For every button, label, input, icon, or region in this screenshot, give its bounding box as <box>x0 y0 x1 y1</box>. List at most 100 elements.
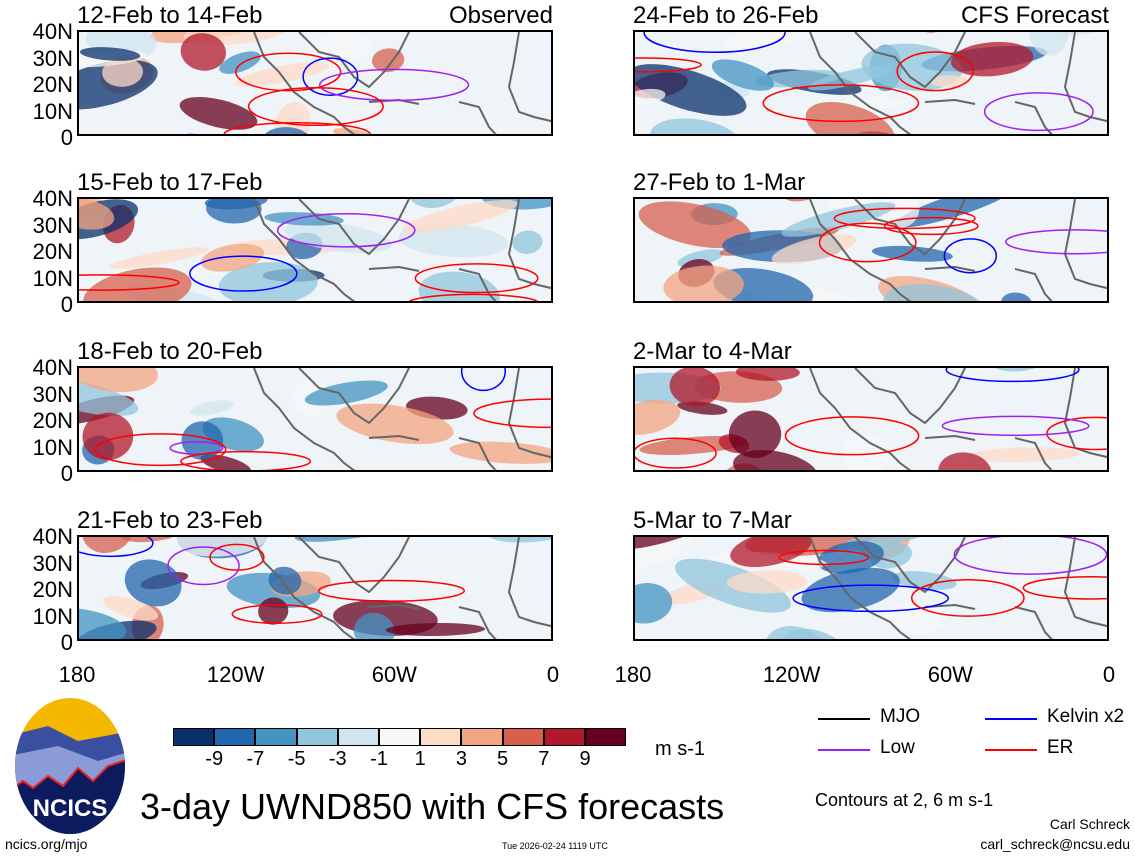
anomaly-shade <box>805 101 896 134</box>
colorbar-swatch <box>585 728 627 746</box>
contour-line <box>318 68 470 102</box>
anomaly-shade <box>103 595 159 621</box>
anomaly-shade <box>730 537 812 567</box>
y-tick-label: 30N <box>32 381 73 407</box>
contour-line <box>883 216 979 236</box>
contour-line <box>317 579 466 602</box>
panel-title: 5-Mar to 7-Mar <box>633 507 792 534</box>
anomaly-shade <box>871 245 953 262</box>
contour-line <box>792 584 950 613</box>
anomaly-shade <box>318 32 374 60</box>
anomaly-shade <box>635 88 666 105</box>
anomaly-shade <box>938 452 992 470</box>
contour-line <box>941 415 1090 437</box>
anomaly-shade <box>219 51 261 74</box>
panel-title: 18-Feb to 20-Feb <box>77 338 263 365</box>
colorbar-label: -5 <box>287 748 306 770</box>
anomaly-shade <box>240 639 369 641</box>
anomaly-shade <box>512 230 543 254</box>
email[interactable]: carl_schreck@ncsu.edu <box>980 836 1130 852</box>
legend-label: MJO <box>880 706 921 727</box>
contour-line <box>910 579 1025 617</box>
x-tick-label: 180 <box>58 662 96 687</box>
legend-line <box>985 749 1037 751</box>
anomaly-shade <box>79 47 141 61</box>
y-tick-label: 20N <box>32 577 73 602</box>
site-link[interactable]: ncics.org/mjo <box>5 836 88 852</box>
anomaly-shade <box>894 199 1017 228</box>
colorbar-label: -7 <box>246 748 265 770</box>
panel-title: 27-Feb to 1-Mar <box>633 169 806 196</box>
x-tick-label: 180 <box>614 662 652 687</box>
anomaly-shade <box>1001 292 1032 301</box>
contour-line <box>762 84 920 123</box>
colorbar-swatch <box>173 728 215 746</box>
contour-line <box>189 255 298 292</box>
anomaly-shade <box>264 212 344 226</box>
anomaly-shade <box>635 537 715 550</box>
ncics-logo: NCICS <box>15 698 125 834</box>
x-tick-label: 120W <box>206 662 265 687</box>
contours-note: Contours at 2, 6 m s-1 <box>815 790 994 810</box>
contour-line <box>276 213 416 248</box>
anomaly-shade <box>764 626 827 639</box>
anomaly-shade <box>638 201 751 249</box>
panel-title: 21-Feb to 23-Feb <box>77 507 263 534</box>
colorbar-label: 7 <box>538 748 550 770</box>
y-tick-label: 10N <box>32 265 73 291</box>
anomaly-shade <box>1029 32 1069 56</box>
contour-line <box>1005 229 1107 255</box>
coastline <box>253 537 551 639</box>
y-tick-label: 40N <box>32 19 73 44</box>
x-tick-label: 60W <box>371 662 417 687</box>
contour-line <box>1022 576 1107 600</box>
contour-line <box>167 546 240 586</box>
y-tick-label: 20N <box>32 72 73 97</box>
wind-map-panel <box>633 366 1109 472</box>
wind-map-panel <box>77 535 553 641</box>
contour-line <box>833 207 976 230</box>
anomaly-shade <box>663 265 744 301</box>
panel-title: 24-Feb to 26-Feb <box>633 2 819 29</box>
anomaly-shade <box>109 247 209 269</box>
anomaly-shade <box>728 410 782 458</box>
coastline <box>809 199 1107 301</box>
legend-line <box>818 749 870 751</box>
anomaly-shade <box>635 583 673 624</box>
anomaly-shade <box>635 399 681 435</box>
contour-line <box>209 543 265 571</box>
contour-line <box>414 263 539 294</box>
colorbar-swatch <box>543 728 585 746</box>
contour-line <box>94 433 227 467</box>
contour-line <box>945 368 1080 383</box>
contour-line <box>643 32 786 53</box>
colorbar-label: -3 <box>328 748 347 770</box>
colorbar-label: -1 <box>370 748 388 770</box>
y-tick-label: 40N <box>32 355 73 380</box>
anomaly-shade <box>79 377 139 416</box>
legend-label: Low <box>880 737 915 758</box>
anomaly-shade <box>179 96 258 130</box>
contour-line <box>818 222 917 263</box>
anomaly-shade <box>726 570 808 594</box>
anomaly-shade <box>385 623 486 637</box>
anomaly-shade <box>336 403 454 445</box>
colorbar-swatch <box>296 728 338 746</box>
anomaly-shade <box>801 567 900 613</box>
x-tick-label: 120W <box>762 662 821 687</box>
contour-line <box>784 416 920 456</box>
author: Carl Schreck <box>1049 816 1130 832</box>
contour-line <box>223 121 372 134</box>
y-tick-label: 0 <box>60 461 73 486</box>
anomaly-shade <box>333 128 397 134</box>
y-tick-label: 30N <box>32 212 73 238</box>
contour-line <box>408 293 539 301</box>
legend-line <box>985 718 1037 720</box>
anomaly-shade <box>79 607 127 639</box>
contour-line <box>635 437 717 469</box>
colorbar-units: m s-1 <box>655 738 705 760</box>
anomaly-shade <box>190 400 234 416</box>
contour-line <box>180 450 312 470</box>
contour-line <box>953 537 1107 575</box>
colorbar-swatch <box>379 728 421 746</box>
